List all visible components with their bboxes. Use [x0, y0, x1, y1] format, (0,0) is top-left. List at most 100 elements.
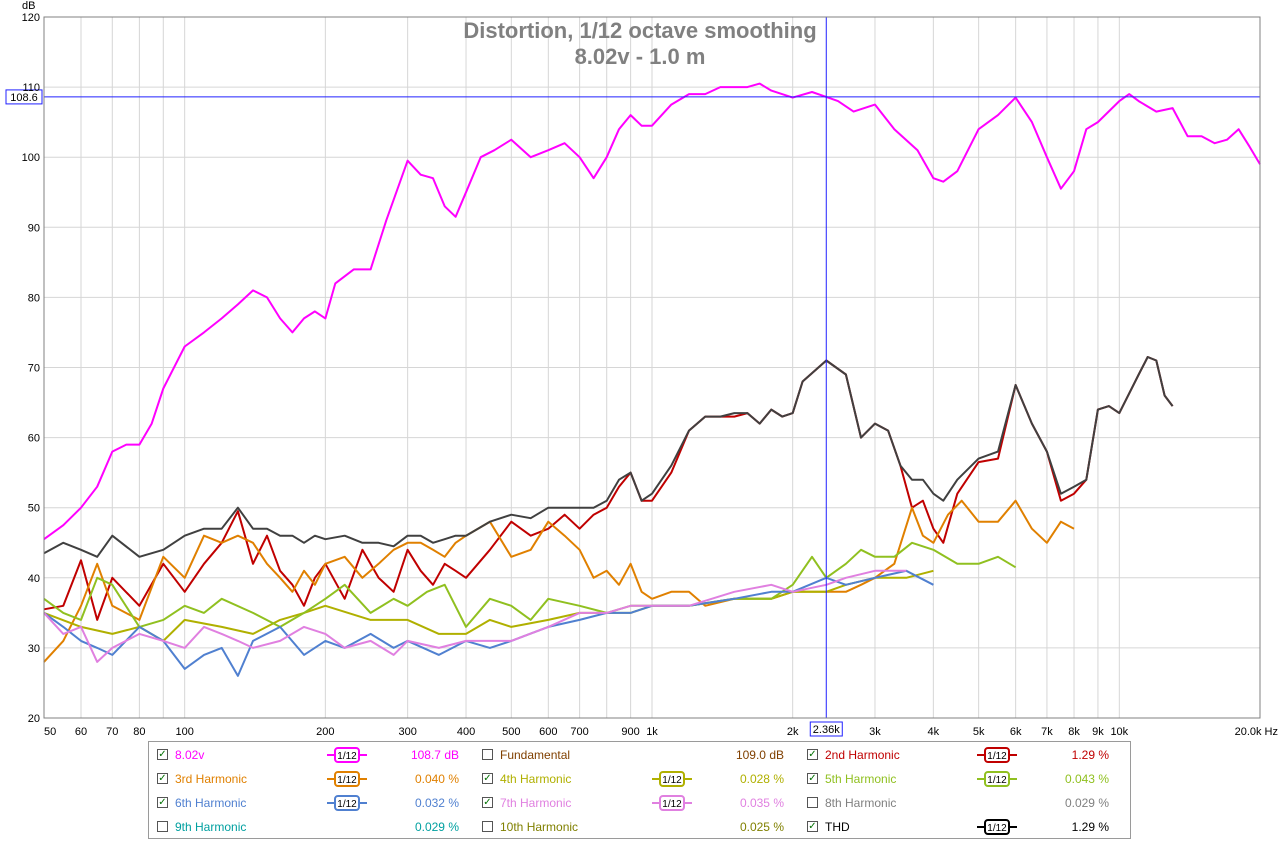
- legend-item-5th-harmonic-smoothing-swatch[interactable]: 1/12: [977, 771, 1017, 787]
- swatch-box: [334, 747, 360, 763]
- series-line-7th-harmonic: [43, 569, 907, 663]
- swatch-smoothing-label: 1/12: [337, 775, 357, 786]
- legend-item-7th-harmonic-smoothing-swatch[interactable]: 1/12: [652, 795, 692, 811]
- legend-item-6th-harmonic-label: 6th Harmonic: [175, 796, 247, 810]
- y-tick-label: 30: [28, 643, 40, 655]
- legend-item-4th-harmonic-value: 0.028 %: [739, 772, 784, 786]
- swatch-smoothing-label: 1/12: [337, 799, 357, 810]
- series-line-5th-harmonic: [43, 541, 1017, 628]
- legend-item-6th-harmonic-value: 0.032 %: [414, 796, 459, 810]
- legend-item-7th-harmonic-label: 7th Harmonic: [500, 796, 572, 810]
- legend-item-8-02v-value: 108.7 dB: [410, 748, 459, 762]
- legend-item-7th-harmonic-checkbox[interactable]: ✓: [482, 797, 493, 808]
- y-tick-label: 120: [22, 12, 40, 24]
- x-tick-label: 4k: [928, 726, 940, 738]
- x-tick-label: 700: [570, 726, 588, 738]
- series-line-thd: [43, 356, 1174, 558]
- series-line-8-02v: [43, 82, 1261, 541]
- legend-item-2nd-harmonic-value: 1.29 %: [1071, 748, 1109, 762]
- x-tick-label: 70: [106, 726, 118, 738]
- legend-item-2nd-harmonic-smoothing-swatch[interactable]: 1/12: [977, 747, 1017, 763]
- legend-item-3rd-harmonic-smoothing-swatch[interactable]: 1/12: [327, 771, 367, 787]
- x-tick-label: 80: [133, 726, 145, 738]
- swatch-smoothing-label: 1/12: [662, 775, 682, 786]
- legend-item-fundamental-label: Fundamental: [500, 748, 571, 762]
- cursor-x-readout-box: [809, 721, 843, 737]
- legend-item-thd-label: THD: [825, 820, 850, 834]
- legend-item-9th-harmonic-value: 0.029 %: [414, 820, 459, 834]
- legend-item-fundamental-checkbox[interactable]: [482, 749, 493, 760]
- legend-item-8th-harmonic-label: 8th Harmonic: [825, 796, 897, 810]
- legend-item-7th-harmonic: ✓ 7th Harmonic 1/12 0.035 %: [482, 794, 802, 812]
- legend-item-10th-harmonic-checkbox[interactable]: [482, 821, 493, 832]
- plot-frame: [43, 16, 1261, 719]
- legend-item-9th-harmonic-checkbox[interactable]: [157, 821, 168, 832]
- legend-item-thd-checkbox[interactable]: ✓: [807, 821, 818, 832]
- legend-item-4th-harmonic-checkbox[interactable]: ✓: [482, 773, 493, 784]
- legend-item-2nd-harmonic-checkbox[interactable]: ✓: [807, 749, 818, 760]
- x-tick-label: 8k: [1068, 726, 1080, 738]
- legend-item-5th-harmonic-value: 0.043 %: [1064, 772, 1109, 786]
- swatch-smoothing-label: 1/12: [987, 751, 1007, 762]
- legend-item-7th-harmonic-value: 0.035 %: [739, 796, 784, 810]
- swatch-box: [984, 771, 1010, 787]
- legend-item-6th-harmonic-checkbox[interactable]: ✓: [157, 797, 168, 808]
- x-tick-label: 50: [44, 726, 56, 738]
- legend-item-8th-harmonic-value: 0.029 %: [1064, 796, 1109, 810]
- x-tick-label: 9k: [1092, 726, 1104, 738]
- legend-item-9th-harmonic-label: 9th Harmonic: [175, 820, 247, 834]
- cursor[interactable]: 108.6 2.36k: [5, 17, 1260, 737]
- swatch-box: [659, 795, 685, 811]
- legend-panel: ✓ 8.02v 1/12 108.7 dB Fundamental 109.0 dB ✓ 2n…: [148, 741, 1131, 839]
- legend-item-5th-harmonic-checkbox[interactable]: ✓: [807, 773, 818, 784]
- x-tick-label: 200: [316, 726, 334, 738]
- legend-item-9th-harmonic: 9th Harmonic 0.029 %: [157, 818, 477, 836]
- cursor-y-readout-box: [5, 89, 43, 105]
- legend-item-5th-harmonic-label: 5th Harmonic: [825, 772, 897, 786]
- y-axis-label: dB: [22, 0, 35, 12]
- legend-item-6th-harmonic: ✓ 6th Harmonic 1/12 0.032 %: [157, 794, 477, 812]
- y-tick-label: 40: [28, 573, 40, 585]
- legend-item-8-02v-label: 8.02v: [175, 748, 205, 762]
- legend-item-3rd-harmonic-checkbox[interactable]: ✓: [157, 773, 168, 784]
- swatch-smoothing-label: 1/12: [337, 751, 357, 762]
- x-tick-label: 5k: [973, 726, 985, 738]
- y-tick-label: 70: [28, 363, 40, 375]
- swatch-box: [334, 795, 360, 811]
- cursor-x-readout: 2.36k: [813, 724, 840, 736]
- distortion-chart[interactable]: 108.6 2.36k 20 30 40 50 60 70 80 90 100 110 120 50 60…: [0, 0, 1280, 741]
- y-tick-label: 50: [28, 503, 40, 515]
- legend-item-8th-harmonic-checkbox[interactable]: [807, 797, 818, 808]
- y-tick-label: 20: [28, 713, 40, 725]
- legend-item-2nd-harmonic: ✓ 2nd Harmonic 1/12 1.29 %: [807, 746, 1127, 764]
- cursor-y-readout: 108.6: [10, 92, 38, 104]
- x-tick-label: 6k: [1010, 726, 1022, 738]
- legend-item-fundamental: Fundamental 109.0 dB: [482, 746, 802, 764]
- legend-item-3rd-harmonic: ✓ 3rd Harmonic 1/12 0.040 %: [157, 770, 477, 788]
- legend-item-8-02v-smoothing-swatch[interactable]: 1/12: [327, 747, 367, 763]
- x-tick-label: 500: [502, 726, 520, 738]
- chart-title: Distortion, 1/12 octave smoothing: [463, 18, 816, 43]
- swatch-box: [984, 747, 1010, 763]
- x-tick-label: 7k: [1041, 726, 1053, 738]
- x-tick-label: 60: [75, 726, 87, 738]
- y-tick-label: 80: [28, 292, 40, 304]
- legend-item-8-02v: ✓ 8.02v 1/12 108.7 dB: [157, 746, 477, 764]
- legend-item-6th-harmonic-smoothing-swatch[interactable]: 1/12: [327, 795, 367, 811]
- legend-item-thd-smoothing-swatch[interactable]: 1/12: [977, 819, 1017, 835]
- swatch-smoothing-label: 1/12: [987, 775, 1007, 786]
- x-tick-label: 400: [457, 726, 475, 738]
- chart-subtitle: 8.02v - 1.0 m: [575, 44, 706, 69]
- x-tick-label: 20.0k Hz: [1235, 726, 1278, 738]
- legend-item-5th-harmonic: ✓ 5th Harmonic 1/12 0.043 %: [807, 770, 1127, 788]
- y-tick-label: 60: [28, 433, 40, 445]
- x-tick-label: 100: [175, 726, 193, 738]
- legend-item-8-02v-checkbox[interactable]: ✓: [157, 749, 168, 760]
- y-tick-label: 110: [22, 82, 40, 94]
- legend-item-fundamental-value: 109.0 dB: [735, 748, 784, 762]
- series-line-3rd-harmonic: [43, 499, 1075, 663]
- legend-item-4th-harmonic-smoothing-swatch[interactable]: 1/12: [652, 771, 692, 787]
- legend-item-4th-harmonic-label: 4th Harmonic: [500, 772, 572, 786]
- legend-item-3rd-harmonic-label: 3rd Harmonic: [175, 772, 248, 786]
- x-tick-label: 300: [398, 726, 416, 738]
